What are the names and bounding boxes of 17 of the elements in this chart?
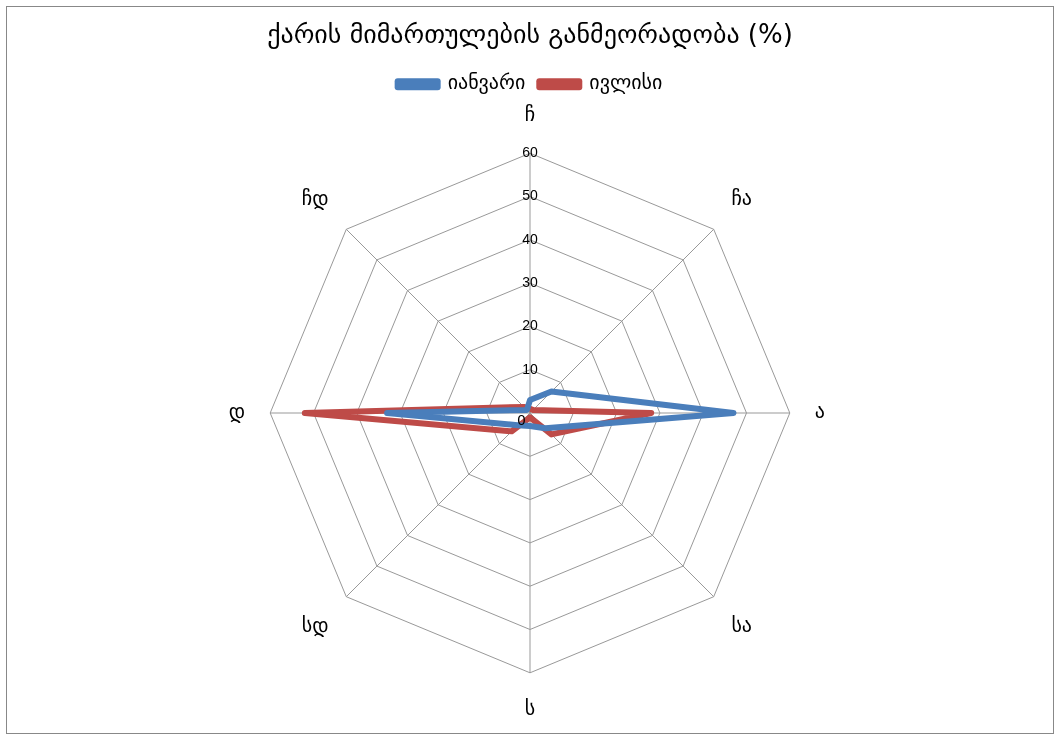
y-tick-label: 40 [522,230,538,247]
y-tick-label: 20 [522,317,538,334]
spoke-label: სდ [301,612,329,637]
y-tick-label: 10 [522,360,538,377]
chart-title: ქარის მიმართულების განმეორადობა (%) [267,19,793,50]
legend-label: ივლისი [589,70,663,95]
spoke-label: ჩდ [301,185,329,210]
spoke-label: სა [731,612,752,637]
y-tick-label: 30 [522,273,538,290]
y-tick-label: 60 [522,144,538,161]
spoke-label: ს [524,696,536,720]
spoke-label: ჩა [731,185,752,210]
spoke-label: ა [814,399,825,424]
legend-label: იანვარი [447,70,526,95]
spoke-label: დ [228,399,246,424]
y-tick-label: 50 [522,187,538,204]
spoke-label: ჩ [524,102,536,127]
